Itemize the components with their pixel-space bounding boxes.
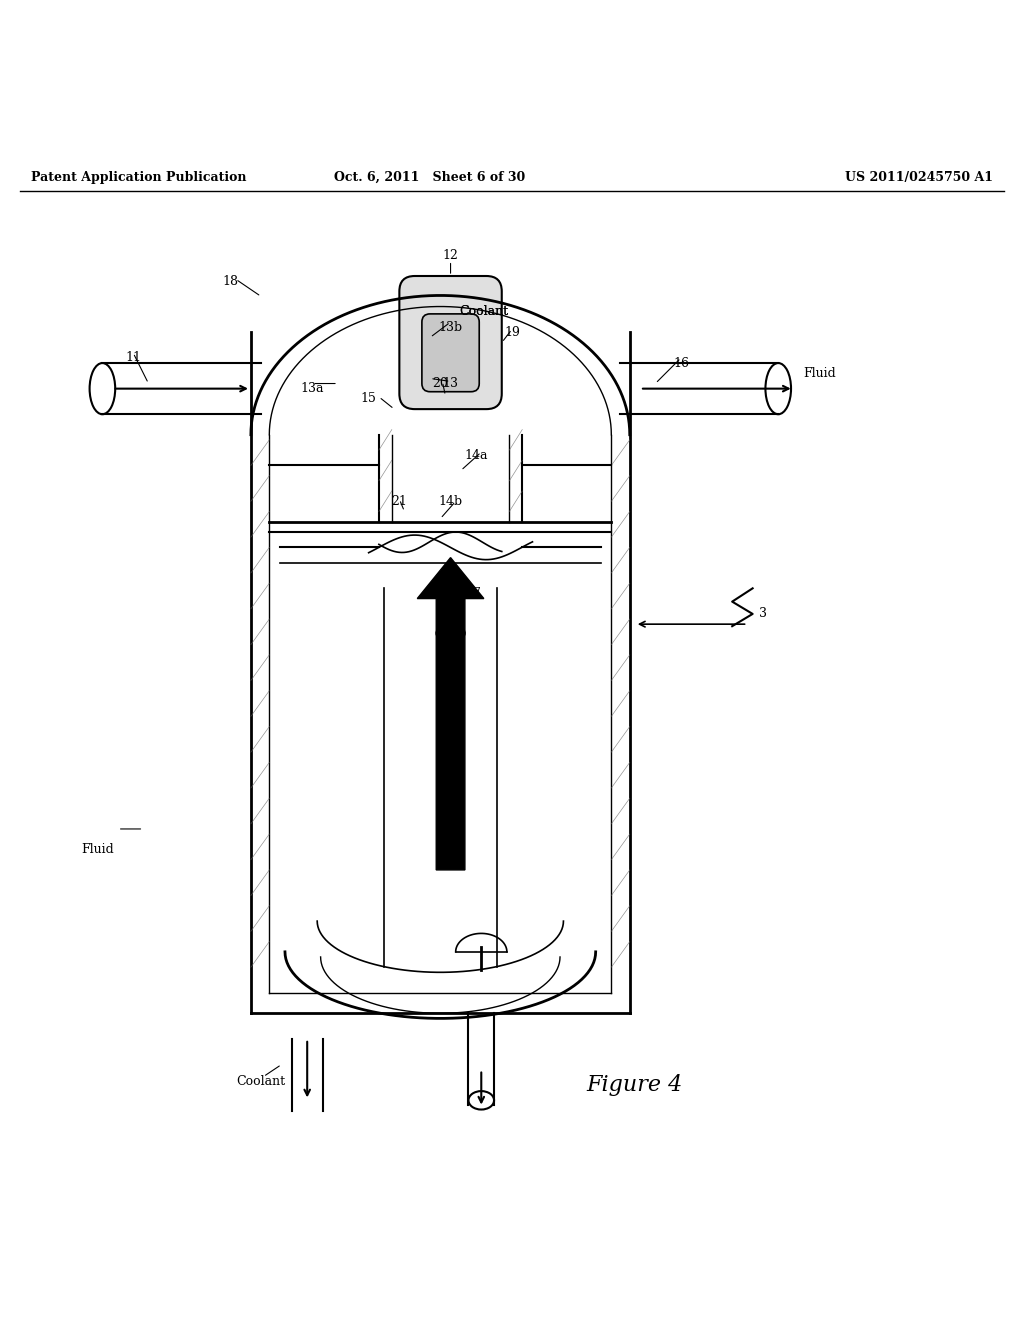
Text: 19: 19 (504, 326, 520, 339)
Ellipse shape (766, 363, 791, 414)
FancyArrow shape (418, 557, 484, 870)
Text: 13: 13 (442, 378, 459, 389)
Text: Coolant: Coolant (459, 305, 508, 318)
Text: Fluid: Fluid (81, 843, 114, 855)
Text: 13b: 13b (438, 321, 463, 334)
Text: 14a: 14a (465, 449, 487, 462)
Text: Coolant: Coolant (237, 1076, 286, 1089)
Text: Oct. 6, 2011   Sheet 6 of 30: Oct. 6, 2011 Sheet 6 of 30 (335, 170, 525, 183)
Text: 21: 21 (391, 495, 408, 508)
Text: 13a: 13a (301, 383, 324, 395)
Text: 20: 20 (432, 378, 449, 389)
Text: 18: 18 (222, 275, 239, 288)
Text: Figure 4: Figure 4 (587, 1074, 683, 1096)
FancyBboxPatch shape (399, 276, 502, 409)
Ellipse shape (90, 363, 115, 414)
Text: 14b: 14b (438, 495, 463, 508)
Ellipse shape (468, 1092, 494, 1110)
Text: 15: 15 (360, 392, 377, 405)
Text: 3: 3 (759, 607, 767, 620)
Text: 11: 11 (125, 351, 141, 364)
Text: Coolant: Coolant (459, 305, 508, 318)
Text: 16: 16 (673, 356, 689, 370)
FancyBboxPatch shape (422, 314, 479, 392)
Text: US 2011/0245750 A1: US 2011/0245750 A1 (845, 170, 993, 183)
Text: Fluid: Fluid (803, 367, 836, 380)
Text: 12: 12 (442, 249, 459, 261)
Text: Patent Application Publication: Patent Application Publication (31, 170, 246, 183)
Text: 17: 17 (465, 587, 481, 599)
